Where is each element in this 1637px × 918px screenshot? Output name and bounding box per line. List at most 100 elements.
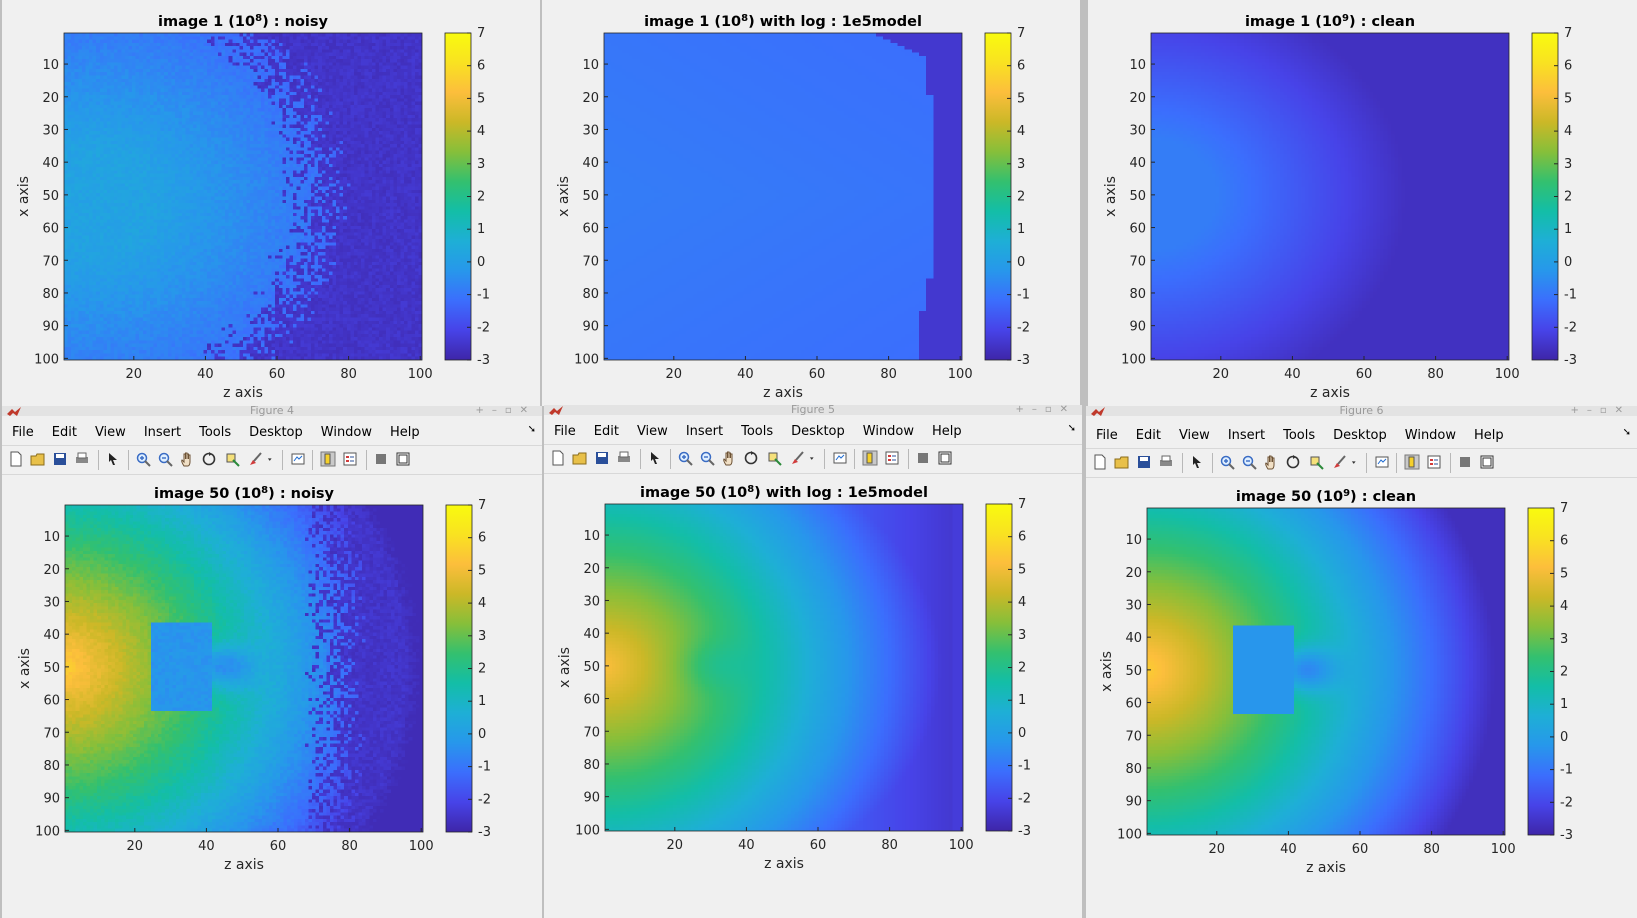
brush-icon[interactable]: [247, 451, 263, 467]
zoom-out-icon[interactable]: [157, 451, 173, 467]
open-folder-icon[interactable]: [572, 450, 588, 466]
menu-file[interactable]: File: [12, 425, 34, 440]
menu-insert[interactable]: Insert: [1227, 428, 1266, 443]
menu-desktop[interactable]: Desktop: [791, 424, 845, 439]
window-controls[interactable]: +–▫✕: [1570, 406, 1631, 416]
save-icon[interactable]: [1136, 454, 1152, 470]
colorbar[interactable]: [985, 503, 1013, 832]
new-file-icon[interactable]: [1092, 454, 1108, 470]
dropdown-arrow-icon[interactable]: [1350, 454, 1360, 470]
menu-insert[interactable]: Insert: [143, 425, 182, 440]
colorbar[interactable]: [984, 32, 1012, 361]
print-icon[interactable]: [1158, 454, 1174, 470]
menu-window[interactable]: Window: [862, 424, 915, 439]
show-plot-tools-icon[interactable]: [1479, 454, 1495, 470]
new-file-icon[interactable]: [550, 450, 566, 466]
menu-view[interactable]: View: [636, 424, 668, 439]
menu-insert[interactable]: Insert: [685, 424, 724, 439]
pointer-icon[interactable]: [105, 451, 121, 467]
colorbar[interactable]: [1531, 32, 1559, 361]
print-icon[interactable]: [616, 450, 632, 466]
colorbar-icon[interactable]: [862, 450, 878, 466]
menu-edit[interactable]: Edit: [51, 425, 77, 440]
open-folder-icon[interactable]: [1114, 454, 1130, 470]
menu-window[interactable]: Window: [1404, 428, 1457, 443]
link-plot-icon[interactable]: [832, 450, 848, 466]
menu-tools[interactable]: Tools: [199, 425, 232, 440]
print-icon[interactable]: [74, 451, 90, 467]
toolbar-separator: [1396, 453, 1397, 473]
menu-edit[interactable]: Edit: [593, 424, 619, 439]
title-exponent: 8: [261, 485, 268, 496]
menu-edit[interactable]: Edit: [1135, 428, 1161, 443]
legend-icon[interactable]: [884, 450, 900, 466]
zoom-out-icon[interactable]: [699, 450, 715, 466]
brush-icon[interactable]: [789, 450, 805, 466]
menu-view[interactable]: View: [1178, 428, 1210, 443]
hide-plot-tools-icon[interactable]: [1457, 454, 1473, 470]
rotate-3d-icon[interactable]: [743, 450, 759, 466]
zoom-out-icon[interactable]: [1241, 454, 1257, 470]
menu-file[interactable]: File: [554, 424, 576, 439]
menu-help[interactable]: Help: [390, 425, 420, 440]
menu-desktop[interactable]: Desktop: [1333, 428, 1387, 443]
show-plot-tools-icon[interactable]: [937, 450, 953, 466]
zoom-in-icon[interactable]: [135, 451, 151, 467]
pan-hand-icon[interactable]: [721, 450, 737, 466]
pan-hand-icon[interactable]: [1263, 454, 1279, 470]
window-controls[interactable]: +–▫✕: [475, 406, 536, 416]
data-cursor-icon[interactable]: [1308, 454, 1324, 470]
menu-dock-arrow-icon[interactable]: ➘: [1067, 423, 1076, 434]
menu-tools[interactable]: Tools: [1283, 428, 1316, 443]
colorbar[interactable]: [445, 504, 473, 833]
menu-view[interactable]: View: [94, 425, 126, 440]
pan-hand-icon[interactable]: [179, 451, 195, 467]
colorbar-tick-label: 5: [1018, 562, 1026, 577]
pointer-icon[interactable]: [647, 450, 663, 466]
window-title-bar[interactable]: Figure 5 +–▫✕: [544, 405, 1082, 415]
dropdown-arrow-icon[interactable]: [808, 450, 818, 466]
rotate-3d-icon[interactable]: [201, 451, 217, 467]
zoom-in-icon[interactable]: [677, 450, 693, 466]
menu-dock-arrow-icon[interactable]: ➘: [527, 424, 536, 435]
pointer-icon[interactable]: [1189, 454, 1205, 470]
menu-dock-arrow-icon[interactable]: ➘: [1622, 427, 1631, 438]
data-cursor-icon[interactable]: [766, 450, 782, 466]
open-folder-icon[interactable]: [30, 451, 46, 467]
show-plot-tools-icon[interactable]: [395, 451, 411, 467]
save-icon[interactable]: [594, 450, 610, 466]
colorbar-icon[interactable]: [320, 451, 336, 467]
new-file-icon[interactable]: [8, 451, 24, 467]
legend-icon[interactable]: [1426, 454, 1442, 470]
colorbar-tick-label: -1: [478, 760, 491, 775]
menu-help[interactable]: Help: [1474, 428, 1504, 443]
hide-plot-tools-icon[interactable]: [915, 450, 931, 466]
zoom-in-icon[interactable]: [1219, 454, 1235, 470]
colorbar[interactable]: [1527, 507, 1555, 836]
menu-window[interactable]: Window: [320, 425, 373, 440]
save-icon[interactable]: [52, 451, 68, 467]
menu-file[interactable]: File: [1096, 428, 1118, 443]
menu-help[interactable]: Help: [932, 424, 962, 439]
colorbar-icon[interactable]: [1404, 454, 1420, 470]
colorbar[interactable]: [444, 32, 472, 361]
window-title-bar[interactable]: Figure 6 +–▫✕: [1086, 406, 1637, 416]
link-plot-icon[interactable]: [290, 451, 306, 467]
window-controls[interactable]: +–▫✕: [1015, 405, 1076, 415]
window-title-bar[interactable]: Figure 4 +–▫✕: [2, 406, 542, 416]
rotate-3d-icon[interactable]: [1285, 454, 1301, 470]
data-cursor-icon[interactable]: [224, 451, 240, 467]
dropdown-arrow-icon[interactable]: [266, 451, 276, 467]
brush-icon[interactable]: [1331, 454, 1347, 470]
menu-desktop[interactable]: Desktop: [249, 425, 303, 440]
link-plot-icon[interactable]: [1374, 454, 1390, 470]
hide-plot-tools-icon[interactable]: [373, 451, 389, 467]
menu-tools[interactable]: Tools: [741, 424, 774, 439]
legend-icon[interactable]: [342, 451, 358, 467]
